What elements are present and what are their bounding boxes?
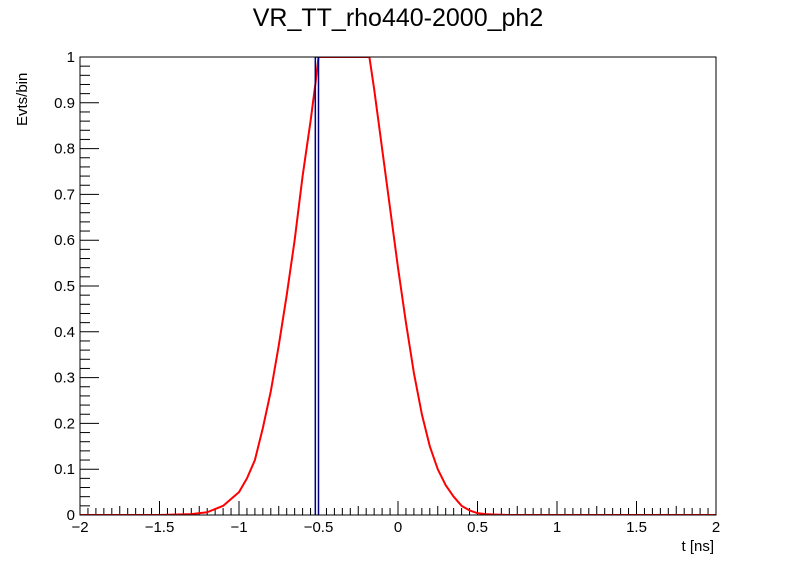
y-tick-label: 0.3 xyxy=(54,370,75,387)
x-tick-label: −1 xyxy=(230,519,247,536)
x-tick-label: 0 xyxy=(394,519,402,536)
y-tick-label: 0.8 xyxy=(54,141,75,158)
y-tick-label: 0.1 xyxy=(54,461,75,478)
y-tick-label: 0.2 xyxy=(54,415,75,432)
y-tick-label: 0.6 xyxy=(54,232,75,249)
chart-title: VR_TT_rho440-2000_ph2 xyxy=(252,4,544,32)
y-tick-label: 0 xyxy=(67,507,75,524)
axis-tick-labels: −2 −1.5 −1 −0.5 0 0.5 1 1.5 2 0 0.1 0.2 0.3 0.4 0.5 0.6… xyxy=(54,49,720,536)
y-tick-label: 0.4 xyxy=(54,324,75,341)
x-tick-label: 2 xyxy=(712,519,720,536)
axis-ticks xyxy=(79,56,717,516)
y-tick-label: 0.9 xyxy=(54,95,75,112)
data-series xyxy=(80,57,716,515)
y-tick-label: 0.7 xyxy=(54,186,75,203)
x-tick-label: −2 xyxy=(71,519,88,536)
x-tick-label: −0.5 xyxy=(304,519,334,536)
histogram-bin xyxy=(314,57,320,515)
plot-frame xyxy=(79,56,717,516)
x-tick-label: 1.5 xyxy=(626,519,647,536)
x-tick-label: 1 xyxy=(553,519,561,536)
y-tick-label: 1 xyxy=(67,49,75,66)
x-axis-label: t [ns] xyxy=(681,538,714,555)
x-tick-label: 0.5 xyxy=(467,519,488,536)
x-tick-label: −1.5 xyxy=(145,519,175,536)
series-line-0 xyxy=(80,57,716,515)
y-tick-label: 0.5 xyxy=(54,278,75,295)
